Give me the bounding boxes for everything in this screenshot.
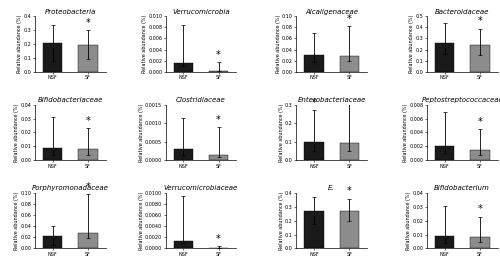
Bar <box>470 150 490 160</box>
Title: Bifidobacteriaceae: Bifidobacteriaceae <box>38 97 103 103</box>
Bar <box>340 143 359 160</box>
Bar <box>304 55 324 72</box>
Text: *: * <box>216 115 221 125</box>
Y-axis label: Relative abundance (%): Relative abundance (%) <box>14 192 20 250</box>
Bar <box>435 43 454 72</box>
Text: *: * <box>478 117 482 127</box>
Title: Peptostreptococcaceae: Peptostreptococcaceae <box>422 97 500 103</box>
Text: *: * <box>86 18 90 28</box>
Bar <box>78 233 98 248</box>
Y-axis label: Relative abundance (%): Relative abundance (%) <box>410 15 414 73</box>
Text: *: * <box>478 204 482 215</box>
Bar <box>174 241 193 248</box>
Text: *: * <box>478 16 482 26</box>
Title: Clostridiaceae: Clostridiaceae <box>176 97 226 103</box>
Y-axis label: Relative abundance (%): Relative abundance (%) <box>278 103 283 162</box>
Bar <box>340 56 359 72</box>
Text: *: * <box>216 50 221 60</box>
Text: *: * <box>347 14 352 23</box>
Bar <box>209 155 229 160</box>
Y-axis label: Relative abundance (%): Relative abundance (%) <box>406 192 411 250</box>
Bar <box>174 63 193 72</box>
Bar <box>174 149 193 160</box>
Y-axis label: Relative abundance (%): Relative abundance (%) <box>278 192 283 250</box>
Bar <box>304 142 324 160</box>
Title: Bifidobacterium: Bifidobacterium <box>434 185 490 191</box>
Title: Alcaligenaceae: Alcaligenaceae <box>305 9 358 14</box>
Bar <box>78 45 98 72</box>
Bar <box>78 149 98 160</box>
Title: Verrucomicrobia: Verrucomicrobia <box>172 9 230 14</box>
Title: Porphyromonadaceae: Porphyromonadaceae <box>32 185 108 191</box>
Y-axis label: Relative abundance (%): Relative abundance (%) <box>18 15 22 73</box>
Bar <box>470 238 490 248</box>
Y-axis label: Relative abundance (%): Relative abundance (%) <box>138 103 143 162</box>
Y-axis label: Relative abundance (%): Relative abundance (%) <box>276 15 280 73</box>
Y-axis label: Relative abundance (%): Relative abundance (%) <box>14 103 20 162</box>
Text: *: * <box>347 186 352 197</box>
Bar <box>304 211 324 248</box>
Title: E.: E. <box>328 185 335 191</box>
Bar <box>43 148 62 160</box>
Title: Bacteroidaceae: Bacteroidaceae <box>435 9 490 14</box>
Bar <box>340 211 359 248</box>
Bar <box>435 236 454 248</box>
Bar <box>43 236 62 248</box>
Text: *: * <box>86 116 90 126</box>
Bar <box>43 43 62 72</box>
Y-axis label: Relative abundance (%): Relative abundance (%) <box>142 15 147 73</box>
Bar <box>209 70 229 72</box>
Text: *: * <box>86 182 90 192</box>
Title: Proteobacteria: Proteobacteria <box>44 9 96 14</box>
Title: Enterobacteriaceae: Enterobacteriaceae <box>298 97 366 103</box>
Y-axis label: Relative abundance (%): Relative abundance (%) <box>403 103 408 162</box>
Title: Verrucomicrobiaceae: Verrucomicrobiaceae <box>164 185 238 191</box>
Y-axis label: Relative abundance (%): Relative abundance (%) <box>138 192 143 250</box>
Text: *: * <box>216 234 221 244</box>
Text: *: * <box>312 98 316 108</box>
Bar <box>470 45 490 72</box>
Bar <box>435 146 454 160</box>
